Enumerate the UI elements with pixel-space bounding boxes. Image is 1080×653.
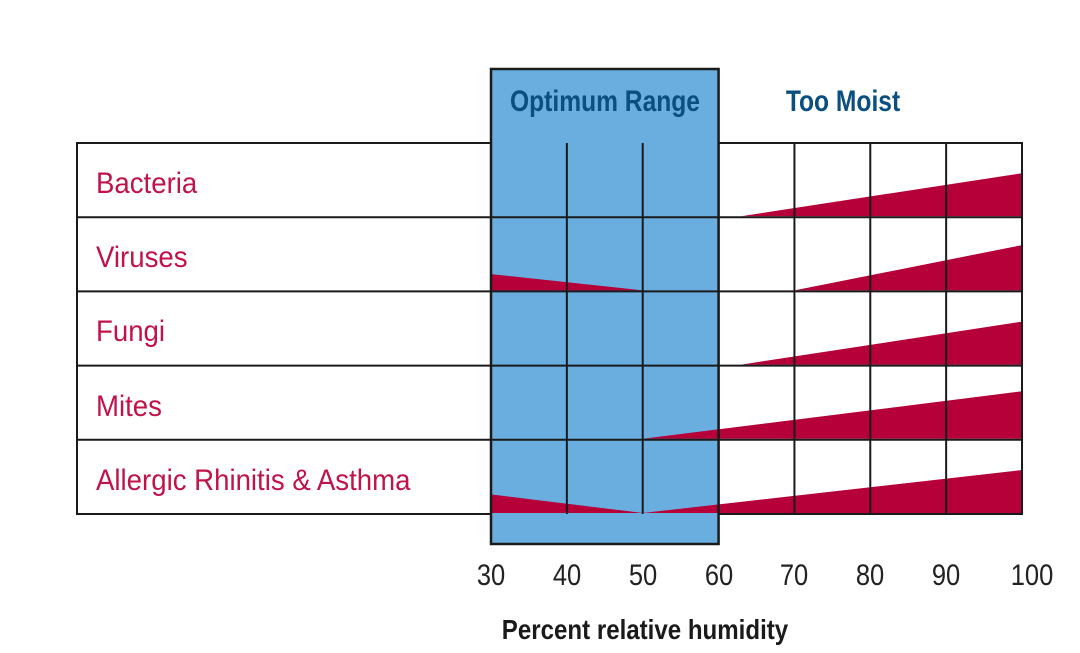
row-label-mites: Mites <box>96 389 162 423</box>
series-area-2 <box>741 321 1022 365</box>
optimum-band <box>491 69 719 544</box>
optimum-range-label: Optimum Range <box>509 85 700 118</box>
row-label-fungi: Fungi <box>96 315 166 349</box>
optimum-band-border <box>489 67 720 546</box>
x-tick-label: 30 <box>476 559 506 592</box>
series-area-0 <box>741 173 1022 217</box>
x-tick-label: 80 <box>856 559 885 592</box>
x-tick-label: 60 <box>704 559 733 592</box>
x-tick-label: 100 <box>1010 559 1054 592</box>
x-tick-label: 90 <box>931 559 961 592</box>
x-tick-label: 50 <box>628 559 657 592</box>
series-area-1 <box>491 245 1022 291</box>
x-tick-label: 70 <box>780 559 809 592</box>
x-axis-title: Percent relative humidity <box>501 614 789 645</box>
row-label-allergic-rhinitis-asthma: Allergic Rhinitis & Asthma <box>96 463 411 497</box>
row-label-viruses: Viruses <box>96 241 188 275</box>
row-label-bacteria: Bacteria <box>96 167 198 200</box>
series-area-3 <box>642 391 1022 439</box>
too-moist-label: Too Moist <box>785 85 901 118</box>
series-area-4 <box>491 470 1022 513</box>
x-tick-label: 40 <box>552 559 582 592</box>
